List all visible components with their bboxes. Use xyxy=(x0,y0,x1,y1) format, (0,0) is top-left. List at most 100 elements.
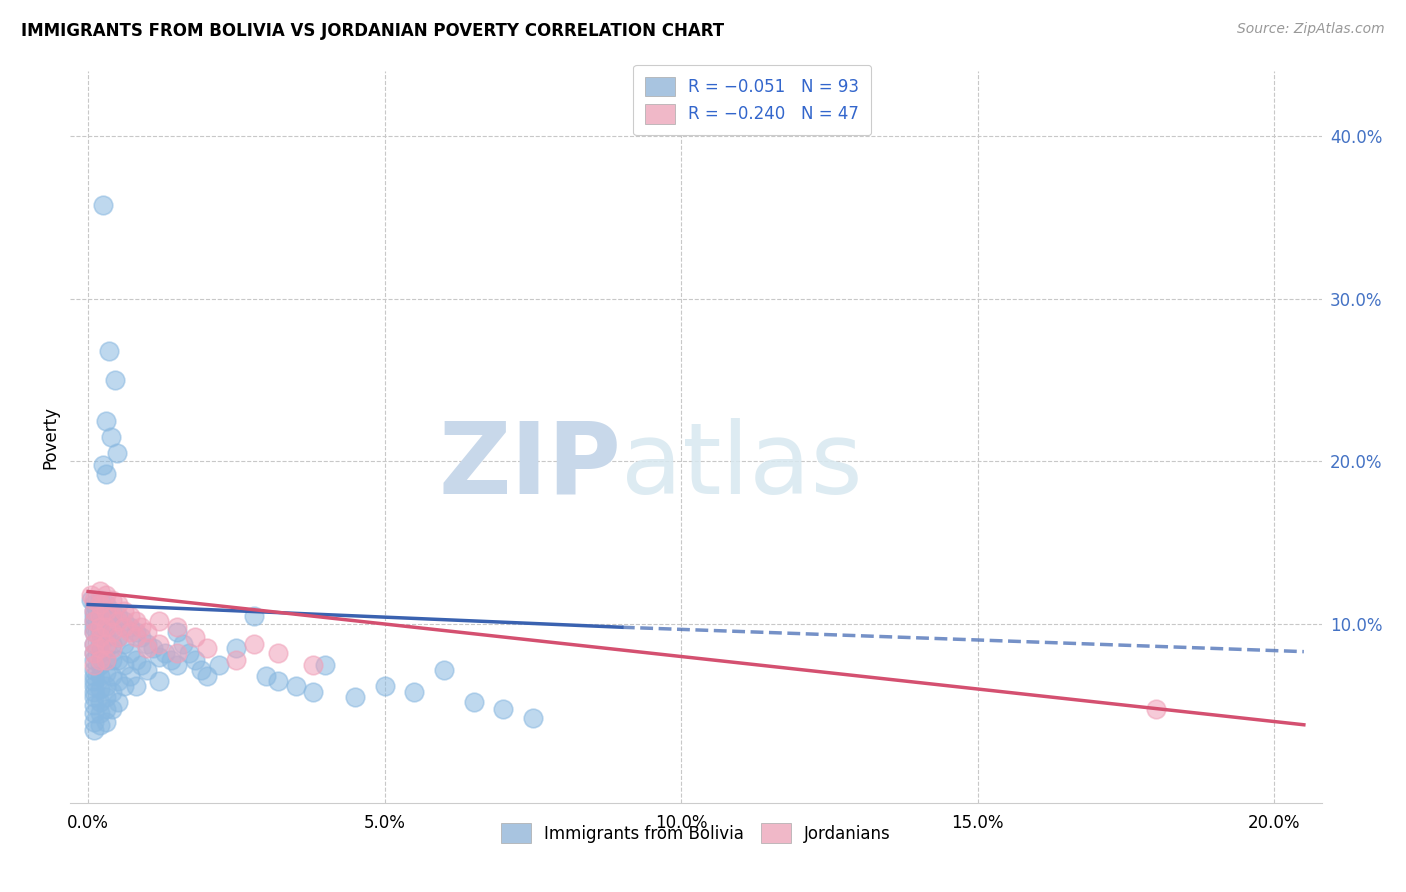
Point xyxy=(112,604,135,618)
Point xyxy=(148,673,170,688)
Point xyxy=(94,414,117,428)
Point xyxy=(83,625,105,640)
Point xyxy=(207,657,229,672)
Point xyxy=(404,685,426,699)
Point xyxy=(94,665,117,680)
Point xyxy=(89,657,111,672)
Point xyxy=(522,711,544,725)
Point xyxy=(83,646,105,660)
Point xyxy=(100,430,122,444)
Point xyxy=(80,592,103,607)
Point xyxy=(94,598,117,612)
Point xyxy=(89,695,111,709)
Point xyxy=(94,653,117,667)
Point xyxy=(89,636,111,650)
Point xyxy=(89,604,111,618)
Point xyxy=(89,718,111,732)
Legend: Immigrants from Bolivia, Jordanians: Immigrants from Bolivia, Jordanians xyxy=(495,817,897,849)
Point xyxy=(118,646,141,660)
Point xyxy=(101,641,124,656)
Point xyxy=(343,690,366,705)
Point xyxy=(124,679,146,693)
Point xyxy=(101,701,124,715)
Point xyxy=(118,625,141,640)
Point xyxy=(101,653,124,667)
Point xyxy=(101,604,124,618)
Point xyxy=(94,588,117,602)
Point xyxy=(83,685,105,699)
Point xyxy=(124,614,146,628)
Point xyxy=(433,663,456,677)
Point xyxy=(94,630,117,644)
Text: ZIP: ZIP xyxy=(439,417,621,515)
Point xyxy=(89,592,111,607)
Point xyxy=(166,646,188,660)
Point xyxy=(94,679,117,693)
Text: Source: ZipAtlas.com: Source: ZipAtlas.com xyxy=(1237,22,1385,37)
Point xyxy=(166,657,188,672)
Point xyxy=(80,588,103,602)
Point xyxy=(184,630,207,644)
Point xyxy=(83,698,105,713)
Point xyxy=(89,630,111,644)
Point xyxy=(284,679,307,693)
Point xyxy=(267,646,290,660)
Point xyxy=(492,701,515,715)
Point xyxy=(302,657,325,672)
Point xyxy=(83,608,105,623)
Point xyxy=(101,608,124,623)
Point xyxy=(190,663,212,677)
Point xyxy=(136,636,159,650)
Point xyxy=(112,614,135,628)
Point xyxy=(83,604,105,618)
Point xyxy=(89,646,111,660)
Point xyxy=(89,625,111,640)
Point xyxy=(83,663,105,677)
Point xyxy=(89,608,111,623)
Point xyxy=(243,608,266,623)
Point xyxy=(148,636,170,650)
Point xyxy=(83,614,105,628)
Y-axis label: Poverty: Poverty xyxy=(41,406,59,468)
Point xyxy=(195,641,218,656)
Point xyxy=(91,197,114,211)
Point xyxy=(153,646,176,660)
Point xyxy=(148,614,170,628)
Point xyxy=(166,625,188,640)
Point xyxy=(94,620,117,634)
Point xyxy=(107,630,129,644)
Point xyxy=(83,592,105,607)
Point xyxy=(94,714,117,729)
Point xyxy=(225,653,247,667)
Point xyxy=(142,641,165,656)
Point xyxy=(104,373,127,387)
Point xyxy=(94,690,117,705)
Point xyxy=(97,343,120,358)
Point xyxy=(136,641,159,656)
Point xyxy=(89,584,111,599)
Point xyxy=(101,592,124,607)
Point xyxy=(118,669,141,683)
Point xyxy=(94,636,117,650)
Point xyxy=(83,604,105,618)
Point xyxy=(91,458,114,472)
Point xyxy=(124,653,146,667)
Point xyxy=(124,630,146,644)
Point xyxy=(101,636,124,650)
Point xyxy=(107,614,129,628)
Point xyxy=(83,673,105,688)
Point xyxy=(94,653,117,667)
Point xyxy=(83,614,105,628)
Point xyxy=(89,706,111,721)
Point xyxy=(101,625,124,640)
Point xyxy=(107,630,129,644)
Point xyxy=(83,657,105,672)
Point xyxy=(254,669,277,683)
Point xyxy=(112,679,135,693)
Point xyxy=(314,657,336,672)
Point xyxy=(83,598,105,612)
Point xyxy=(101,669,124,683)
Point xyxy=(374,679,396,693)
Point xyxy=(83,706,105,721)
Point xyxy=(89,614,111,628)
